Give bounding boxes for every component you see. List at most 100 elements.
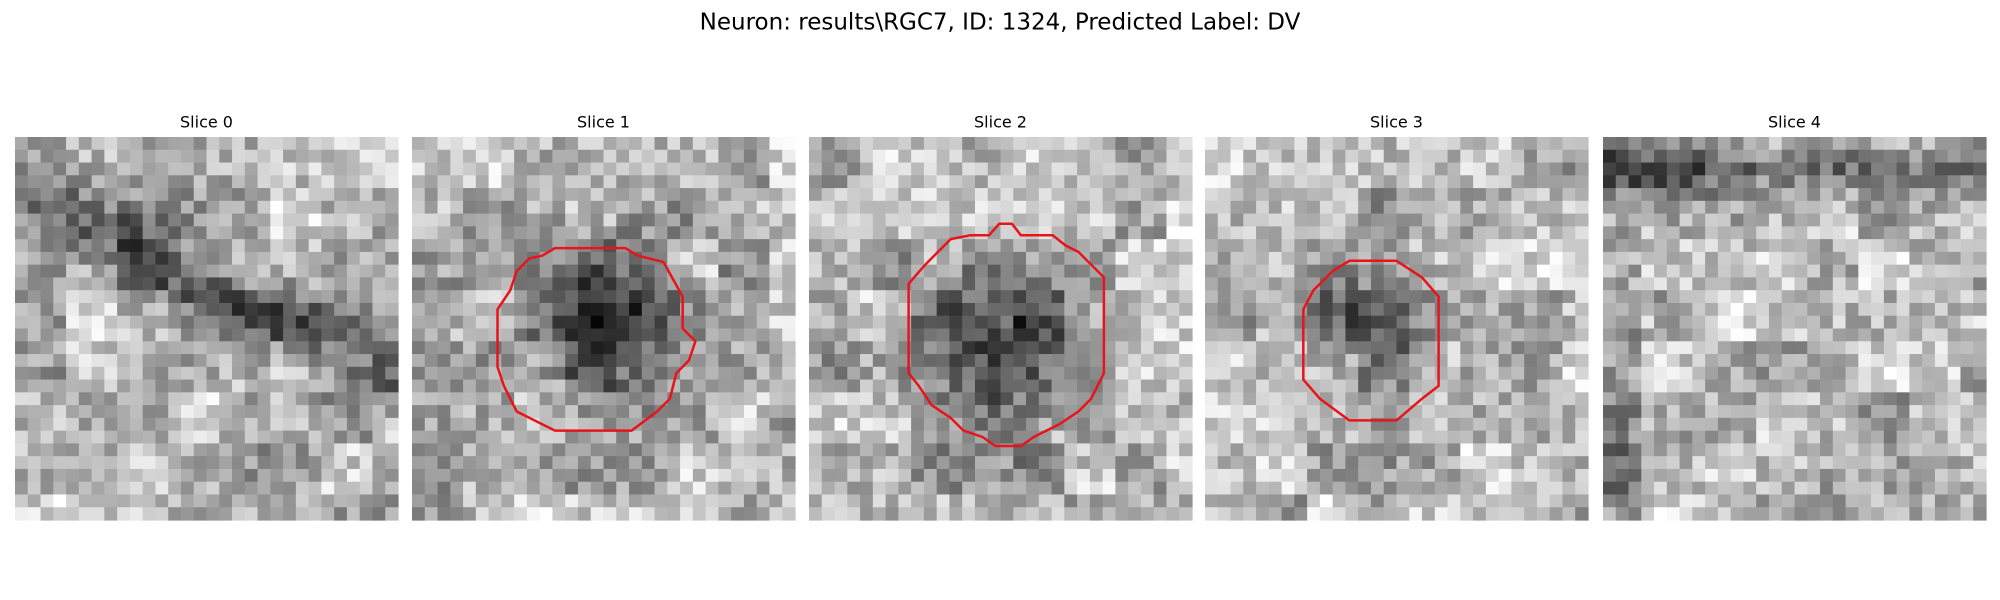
panel-title: Slice 3 bbox=[1370, 113, 1423, 132]
pixel bbox=[847, 366, 861, 381]
pixel bbox=[1628, 302, 1642, 317]
pixel bbox=[987, 239, 1002, 253]
pixel bbox=[1038, 264, 1053, 279]
pixel bbox=[1845, 277, 1859, 291]
pixel bbox=[1743, 226, 1757, 240]
pixel bbox=[219, 507, 233, 521]
pixel bbox=[1654, 468, 1668, 483]
pixel bbox=[809, 354, 823, 368]
pixel bbox=[1536, 315, 1551, 330]
pixel bbox=[1549, 251, 1564, 266]
pixel bbox=[1947, 379, 1962, 393]
pixel bbox=[1064, 494, 1078, 508]
pixel bbox=[180, 430, 195, 444]
pixel bbox=[539, 290, 554, 304]
pixel bbox=[488, 481, 502, 496]
pixel bbox=[1730, 213, 1745, 227]
pixel bbox=[180, 239, 195, 253]
pixel bbox=[860, 149, 874, 164]
pixel bbox=[1447, 277, 1461, 291]
pixel bbox=[1692, 481, 1706, 496]
pixel bbox=[1319, 251, 1334, 266]
pixel bbox=[1256, 226, 1270, 240]
pixel bbox=[1434, 290, 1449, 304]
pixel bbox=[1396, 366, 1410, 381]
pixel bbox=[1603, 392, 1617, 406]
pixel bbox=[40, 149, 54, 164]
pixel bbox=[1358, 264, 1372, 279]
pixel bbox=[692, 302, 707, 317]
pixel bbox=[1960, 443, 1974, 457]
pixel bbox=[769, 188, 783, 202]
pixel bbox=[641, 239, 656, 253]
pixel bbox=[1628, 507, 1642, 521]
pixel bbox=[769, 481, 783, 496]
pixel bbox=[1434, 226, 1449, 240]
pixel bbox=[1447, 328, 1461, 342]
pixel bbox=[359, 366, 374, 381]
pixel bbox=[1794, 200, 1808, 215]
pixel bbox=[308, 341, 322, 355]
pixel bbox=[1730, 264, 1745, 279]
pixel bbox=[1396, 417, 1410, 432]
pixel bbox=[219, 468, 233, 483]
pixel bbox=[603, 417, 617, 432]
pixel bbox=[1434, 456, 1449, 470]
pixel bbox=[847, 341, 861, 355]
pixel bbox=[1794, 456, 1808, 470]
pixel bbox=[104, 507, 118, 521]
pixel bbox=[1807, 392, 1821, 406]
pixel bbox=[1705, 162, 1719, 176]
pixel bbox=[1641, 481, 1655, 496]
pixel bbox=[463, 137, 477, 151]
pixel bbox=[1115, 315, 1129, 330]
pixel bbox=[1383, 175, 1398, 189]
pixel bbox=[1064, 417, 1078, 432]
pixel bbox=[1768, 456, 1783, 470]
pixel bbox=[1447, 430, 1461, 444]
pixel bbox=[860, 443, 874, 457]
pixel bbox=[1013, 392, 1027, 406]
pixel bbox=[1051, 392, 1065, 406]
pixel bbox=[1947, 341, 1962, 355]
pixel bbox=[821, 379, 836, 393]
pixel bbox=[1768, 379, 1783, 393]
pixel bbox=[104, 264, 118, 279]
pixel bbox=[1743, 417, 1757, 432]
pixel bbox=[1603, 277, 1617, 291]
pixel bbox=[1511, 213, 1525, 227]
pixel bbox=[1294, 149, 1308, 164]
pixel bbox=[1511, 366, 1525, 381]
pixel bbox=[1294, 315, 1308, 330]
pixel bbox=[117, 379, 131, 393]
pixel bbox=[1153, 341, 1168, 355]
pixel bbox=[974, 213, 989, 227]
pixel bbox=[1692, 200, 1706, 215]
pixel bbox=[15, 456, 29, 470]
pixel bbox=[1064, 302, 1078, 317]
pixel bbox=[1332, 494, 1347, 508]
pixel bbox=[1934, 188, 1949, 202]
pixel bbox=[629, 188, 643, 202]
pixel bbox=[782, 137, 796, 151]
pixel bbox=[1422, 405, 1436, 419]
pixel bbox=[1922, 149, 1936, 164]
pixel bbox=[769, 354, 783, 368]
pixel bbox=[1281, 354, 1295, 368]
pixel bbox=[616, 213, 630, 227]
pixel bbox=[1807, 315, 1821, 330]
pixel bbox=[1909, 149, 1923, 164]
pixel bbox=[1973, 175, 1987, 189]
pixel bbox=[1536, 341, 1551, 355]
pixel bbox=[1205, 264, 1219, 279]
pixel bbox=[1358, 302, 1372, 317]
pixel bbox=[1000, 137, 1014, 151]
pixel bbox=[1511, 290, 1525, 304]
pixel bbox=[847, 175, 861, 189]
pixel bbox=[142, 277, 157, 291]
pixel bbox=[27, 302, 42, 317]
pixel bbox=[1845, 149, 1859, 164]
pixel bbox=[308, 226, 322, 240]
pixel bbox=[1896, 188, 1910, 202]
pixel bbox=[1934, 468, 1949, 483]
